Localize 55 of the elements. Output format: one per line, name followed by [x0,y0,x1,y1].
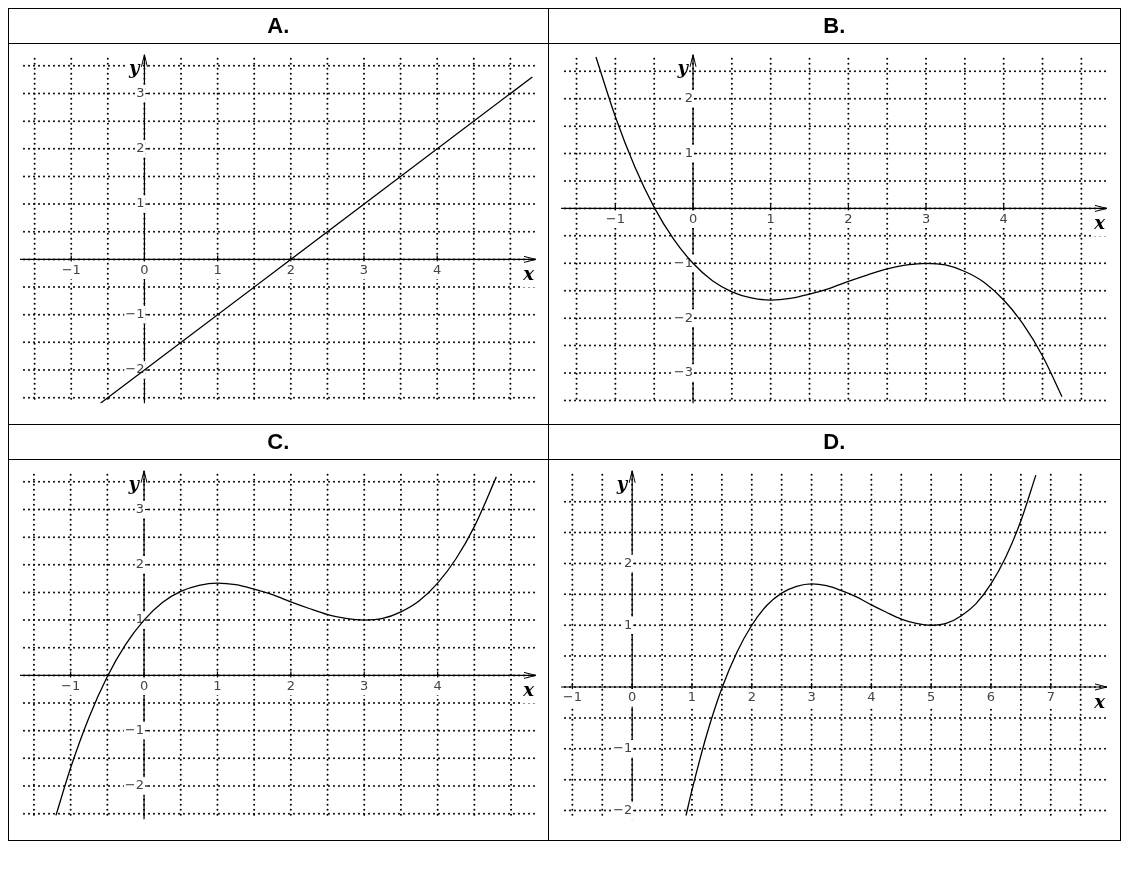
x-tick-label: 1 [213,677,222,693]
x-tick-label: −1 [61,677,81,693]
x-tick-label: −1 [61,261,82,277]
y-axis-title: y [676,57,690,79]
y-tick-label: 2 [624,554,633,570]
x-tick-label: 3 [360,261,369,277]
y-tick-label: 2 [685,90,694,106]
x-tick-label: 2 [286,261,296,277]
y-tick-label: 1 [624,616,633,632]
x-tick-label: 4 [999,210,1009,226]
x-tick-label: 2 [747,689,757,705]
x-tick-label: 1 [766,210,776,226]
chart-title: D. [548,424,1121,460]
x-axis-title: x [522,679,535,701]
y-tick-label: 1 [136,195,145,211]
chart-title: B. [548,8,1121,44]
x-tick-label: 6 [987,689,996,705]
x-tick-label: 0 [628,689,637,705]
y-tick-label: −1 [125,722,145,738]
x-tick-label: 5 [927,689,936,705]
y-tick-label: 3 [136,500,145,516]
x-tick-label: 3 [922,210,931,226]
x-tick-label: 2 [287,677,296,693]
x-tick-label: 0 [140,677,149,693]
y-tick-label: 2 [136,556,145,572]
y-tick-label: 2 [136,140,145,156]
x-tick-label: −1 [563,689,583,705]
x-tick-label: 7 [1046,689,1056,705]
y-axis-title: y [127,473,141,495]
y-tick-label: −3 [674,364,694,380]
x-tick-label: 4 [867,689,876,705]
y-tick-label: −2 [674,309,694,325]
x-tick-label: 3 [360,677,369,693]
x-axis-title: x [522,263,535,285]
x-tick-label: 0 [140,261,149,277]
chart-title: A. [8,8,549,44]
y-tick-label: −1 [613,740,633,756]
y-tick-label: −2 [125,361,145,377]
x-tick-label: 0 [689,210,698,226]
x-tick-label: 3 [807,689,817,705]
y-axis-title: y [128,57,142,79]
x-tick-label: 1 [213,261,223,277]
y-tick-label: 1 [136,611,145,627]
y-tick-label: −2 [125,777,145,793]
x-axis-title: x [1093,212,1106,234]
x-tick-label: 2 [844,210,853,226]
y-tick-label: 1 [685,144,694,160]
y-tick-label: −1 [125,306,145,322]
y-tick-label: 3 [136,84,145,100]
chart-title: C. [8,424,549,460]
x-axis-title: x [1093,690,1106,712]
x-tick-label: 4 [433,261,442,277]
y-axis-title: y [615,473,629,495]
x-tick-label: 4 [433,677,443,693]
y-tick-label: −2 [613,801,633,817]
